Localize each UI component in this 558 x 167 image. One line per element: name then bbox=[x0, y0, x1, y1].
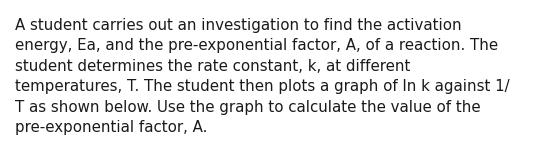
Text: A student carries out an investigation to find the activation
energy, Ea, and th: A student carries out an investigation t… bbox=[15, 18, 509, 135]
